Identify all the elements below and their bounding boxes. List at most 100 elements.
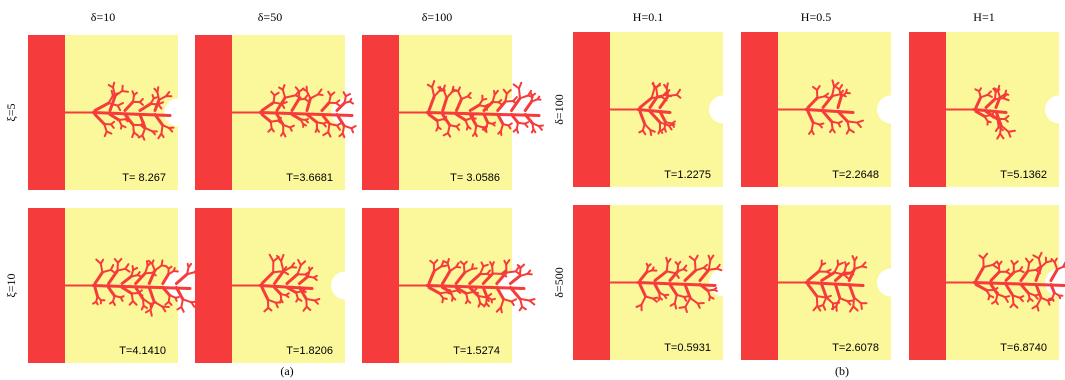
column-label: H=1 [973,10,994,24]
dendrite-branch [1028,263,1029,271]
dendrite-branch [1046,261,1051,262]
dendrite-branch [113,83,114,88]
dendrite-branch [189,264,192,267]
dendrite-branch [450,125,457,126]
dendrite-branch [154,97,157,98]
column-label: δ=10 [91,10,115,24]
simulation-cell: T=1.5274 [362,208,535,363]
dendrite-branch [520,96,528,99]
simulation-cell: T=5.1362 [909,32,1065,187]
dendrite-branch [1048,301,1049,305]
dendrite-branch [832,122,833,129]
notch [164,99,192,127]
dendrite-branch [658,297,659,300]
dendrite-branch [812,123,813,131]
dendrite-branch [514,129,517,132]
dendrite-branch [452,297,453,300]
column-label: H=0.5 [801,10,831,24]
panel-caption: (a) [280,364,293,378]
panel-caption: (b) [835,364,849,378]
notch [331,272,359,300]
dendrite-branch [122,91,128,92]
dendrite-branch [679,307,685,308]
dendrite-branch [145,273,152,274]
dendrite-branch [817,296,818,306]
time-label: T=6.8740 [1000,342,1047,354]
simulation-cell: T=2.6078 [741,205,905,360]
dendrite-branch [862,266,866,267]
electrode [362,208,399,363]
dendrite-branch [525,102,531,111]
dendrite-branch [518,123,525,124]
time-label: T= 8.267 [122,172,166,184]
dendrite-branch [667,263,668,272]
dendrite-branch [483,265,487,266]
dendrite-branch [483,99,487,100]
dendrite-branch [668,95,677,96]
time-label: T=3.6681 [286,172,333,184]
dendrite-branch [520,274,528,276]
dendrite-branch [328,124,329,132]
simulation-cell: T=3.6681 [195,35,359,190]
dendrite-branch [853,298,854,307]
dendrite-branch [714,290,717,291]
simulation-cell: T=0.5931 [573,205,737,360]
time-label: T=4.1410 [119,345,166,357]
notch [709,96,737,124]
dendrite-branch [1013,295,1014,303]
dendrite-branch [861,303,862,309]
simulation-cell: T=1.8206 [195,208,359,363]
dendrite-branch [176,298,177,301]
electrode [28,208,65,363]
dendrite-branch [667,83,668,88]
dendrite-branch [191,302,194,306]
dendrite-branch [316,129,317,132]
dendrite-branch [181,299,183,307]
dendrite-branch [520,307,523,311]
simulation-cell: T=6.8740 [909,205,1065,360]
dendrite-branch [717,269,722,270]
dendrite-branch [467,126,468,129]
dendrite-branch [137,275,140,276]
time-label: T=2.6078 [832,342,879,354]
dendrite-branch [351,128,353,132]
notch [877,96,905,124]
dendrite-branch [493,124,495,126]
electrode [573,32,610,187]
time-label: T= 3.0586 [450,172,500,184]
dendrite-branch [161,125,162,133]
dendrite-branch [143,299,144,306]
dendrite-branch [684,269,687,271]
electrode [195,35,232,190]
electrode [909,32,946,187]
dendrite-branch [528,274,532,275]
dendrite-branch [505,94,506,102]
row-label: δ=500 [552,267,566,297]
simulation-cell: T= 3.0586 [362,35,543,190]
row-label: ξ=10 [4,273,18,297]
dendrite-branch [344,126,351,129]
simulation-cell: T= 8.267 [28,35,192,190]
dendrite-branch [995,92,996,99]
column-label: δ=100 [422,10,452,24]
time-label: T=5.1362 [1000,169,1047,181]
electrode [573,205,610,360]
dendrite-branch [132,293,133,301]
simulation-cell: T=4.1410 [28,208,198,363]
dendrite-branch [709,297,710,300]
dendrite-branch [709,269,717,270]
column-label: δ=50 [258,10,282,24]
electrode [741,205,778,360]
dendrite-branch [1059,296,1060,299]
time-label: T=1.5274 [453,345,500,357]
row-label: ξ=5 [4,103,18,121]
time-label: T=0.5931 [664,342,711,354]
dendrite-branch [532,129,534,132]
dendrite-branch [177,307,181,309]
dendrite-branch [483,128,486,129]
electrode [28,35,65,190]
dendrite-branch [271,121,278,122]
time-label: T=1.2275 [664,169,711,181]
dendrite-branch [121,126,122,129]
dendrite-branch [441,266,446,267]
